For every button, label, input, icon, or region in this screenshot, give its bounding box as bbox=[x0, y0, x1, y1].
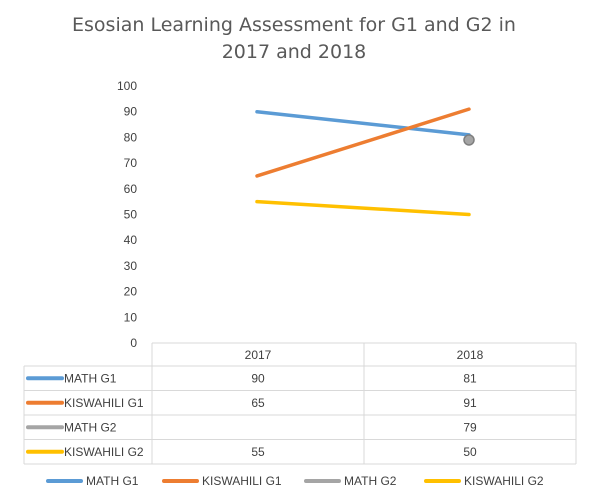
chart-title: Esosian Learning Assessment for G1 and G… bbox=[72, 14, 516, 63]
legend: MATH G1 KISWAHILI G1 MATH G2 KISWAHILI G2 bbox=[46, 474, 544, 488]
y-tick-label: 10 bbox=[124, 310, 138, 324]
y-tick-label: 60 bbox=[124, 182, 138, 196]
y-tick-label: 70 bbox=[124, 156, 138, 170]
y-tick-label: 50 bbox=[124, 208, 138, 222]
data-label: 91 bbox=[463, 396, 477, 410]
y-axis: 0 10 20 30 40 50 60 70 80 90 100 bbox=[117, 79, 137, 350]
legend-label: MATH G2 bbox=[344, 474, 397, 488]
table-row-label: KISWAHILI G1 bbox=[64, 396, 144, 410]
y-tick-label: 0 bbox=[130, 336, 137, 350]
legend-label: MATH G1 bbox=[86, 474, 139, 488]
y-tick-label: 80 bbox=[124, 130, 138, 144]
chart-title-line-1: Esosian Learning Assessment for G1 and G… bbox=[72, 14, 516, 36]
data-label: 50 bbox=[463, 445, 477, 459]
series-line bbox=[255, 109, 471, 137]
legend-label: KISWAHILI G1 bbox=[202, 474, 282, 488]
table-row-label: MATH G1 bbox=[64, 371, 117, 385]
data-label: 90 bbox=[251, 371, 265, 385]
chart-title-line-2: 2017 and 2018 bbox=[222, 41, 367, 63]
series-line bbox=[255, 107, 471, 178]
x-tick-label: 2017 bbox=[245, 348, 272, 362]
x-tick-label: 2018 bbox=[457, 348, 484, 362]
series-point bbox=[463, 134, 475, 146]
y-tick-label: 90 bbox=[124, 105, 138, 119]
series-line bbox=[255, 199, 471, 217]
legend-label: KISWAHILI G2 bbox=[464, 474, 544, 488]
table-row-label: KISWAHILI G2 bbox=[64, 445, 144, 459]
plot-area bbox=[255, 107, 475, 217]
data-label: 79 bbox=[463, 420, 477, 434]
y-tick-label: 20 bbox=[124, 285, 138, 299]
data-label: 65 bbox=[251, 396, 265, 410]
y-tick-label: 100 bbox=[117, 79, 137, 93]
y-tick-label: 30 bbox=[124, 259, 138, 273]
y-tick-label: 40 bbox=[124, 233, 138, 247]
data-table: 2017 2018 MATH G1 90 81 KISWAHILI G1 65 91 MATH … bbox=[23, 342, 577, 465]
table-row-label: MATH G2 bbox=[64, 420, 117, 434]
data-label: 55 bbox=[251, 445, 265, 459]
data-label: 81 bbox=[463, 371, 477, 385]
